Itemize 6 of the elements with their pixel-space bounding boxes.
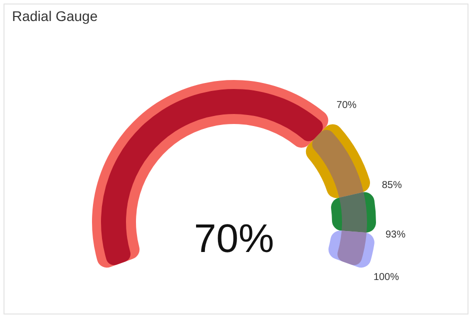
data-label: 70% <box>336 100 357 112</box>
text: Radial Gauge <box>12 8 98 24</box>
data-label: 85% <box>382 180 402 192</box>
text: 70% <box>194 217 274 261</box>
data-label: 93% <box>385 230 406 241</box>
data-label: 100% <box>373 272 400 284</box>
